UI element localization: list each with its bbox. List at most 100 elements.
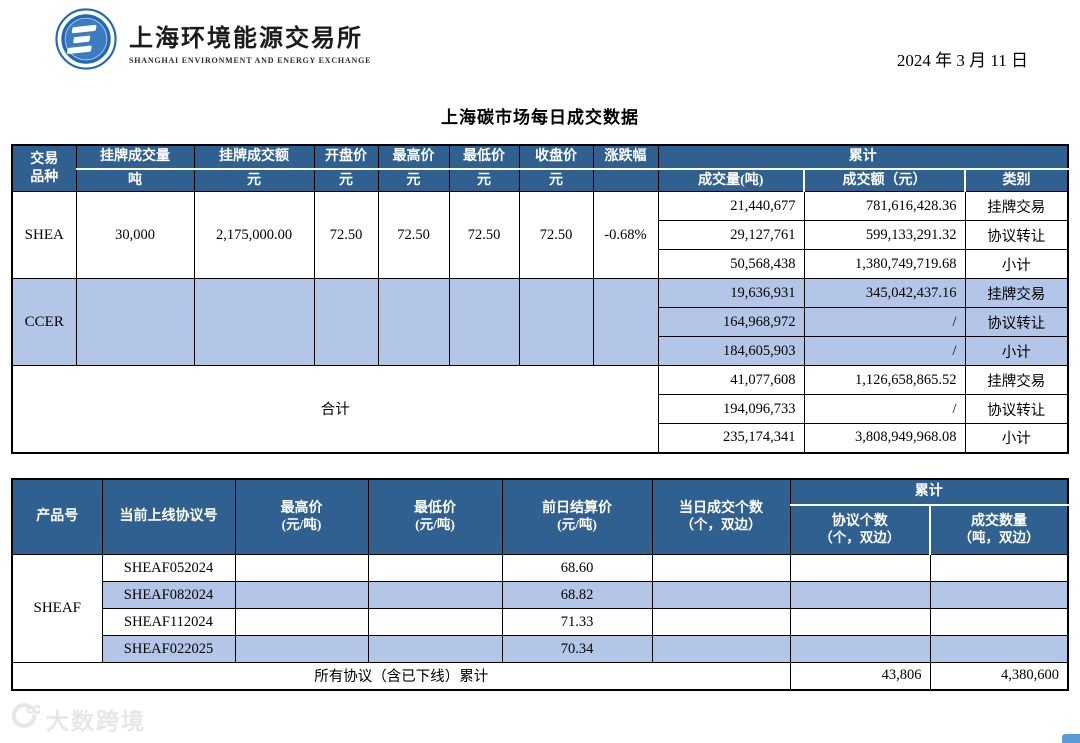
col-header-cumulative: 累计 (657, 144, 1069, 170)
col-header-cum-volume: 成交量(吨) (657, 167, 805, 192)
agreement-daily-count (651, 581, 791, 609)
exchange-logo-icon (55, 8, 117, 75)
table-row-agreement-3: SHEAF112024 71.33 (12, 608, 1069, 636)
ccer-cum-volume: 164,968,972 (657, 307, 805, 337)
table-row-agreement-1: SHEAF SHEAF052024 68.60 (11, 554, 1069, 663)
table-row-total-1: 合计 41,077,608 1,126,658,865.52 挂牌交易 (11, 365, 1069, 453)
col-header-cum-quantity: 成交数量 （吨，双边） (929, 503, 1069, 555)
table-row-ccer-2: 164,968,972 / 协议转让 (12, 307, 1069, 337)
ccer-cum-amount: / (803, 336, 966, 366)
shea-listed-amount: 2,175,000.00 (193, 191, 315, 279)
shea-cum-amount: 599,133,291.32 (803, 220, 966, 250)
agreement-id: SHEAF022025 (101, 635, 236, 663)
unit-open: 元 (313, 167, 379, 192)
brand-text: 上海环境能源交易所 SHANGHAI ENVIRONMENT AND ENERG… (129, 18, 371, 65)
col-header-cum-amount: 成交额（元） (803, 167, 966, 192)
report-date: 2024 年 3 月 11 日 (896, 51, 1028, 70)
unit-listed-volume: 吨 (75, 167, 195, 192)
col-header-cum-agreements-line1: 协议个数 (831, 513, 888, 529)
agreement-low (367, 581, 503, 609)
shea-listed-volume: 30,000 (75, 191, 195, 279)
all-agreements-cum-label: 所有协议（含已下线）累计 (11, 662, 791, 690)
agreement-prev-settle: 68.82 (501, 581, 653, 609)
watermark: 大数跨境 (10, 701, 146, 737)
agreement-daily-count (651, 608, 791, 636)
col-header-prev-settle: 前日结算价 (元/吨) (501, 478, 653, 555)
agreement-low (367, 635, 503, 663)
total-cum-volume: 41,077,608 (657, 365, 805, 395)
table-row-ccer-1: CCER 19,636,931 345,042,437.16 挂牌交易 (11, 278, 1069, 366)
agreement-prev-settle: 70.34 (501, 635, 653, 663)
col-header-low-line1: 最低价 (414, 500, 456, 516)
org-name-en: SHANGHAI ENVIRONMENT AND ENERGY EXCHANGE (129, 56, 372, 65)
table-row-shea-1: SHEA 30,000 2,175,000.00 72.50 72.50 72.… (11, 191, 1069, 279)
col-header-cum-agreements-unit: （个，双边） (819, 530, 901, 546)
agreement-cum-qty (929, 581, 1069, 609)
agreement-low (367, 608, 503, 636)
agreement-cum-count (789, 635, 931, 663)
table-row-ccer-3: 184,605,903 / 小计 (12, 336, 1069, 366)
shea-cum-amount: 781,616,428.36 (803, 191, 966, 221)
col-header-daily-count-line1: 当日成交个数 (679, 500, 763, 516)
ccer-category: 协议转让 (964, 307, 1069, 337)
col-header-high-unit: (元/吨) (281, 517, 322, 533)
ccer-cum-volume: 184,605,903 (657, 336, 805, 366)
col-header-high: 最高价 (元/吨) (234, 478, 369, 555)
table-header-row: 交易 品种 挂牌成交量 挂牌成交额 开盘价 最高价 最低价 收盘价 涨跌幅 累计 (11, 144, 1069, 192)
table-row-total-3: 235,174,341 3,808,949,968.08 小计 (12, 423, 1069, 453)
col-header-high: 最高价 (377, 144, 450, 169)
col-header-change: 涨跌幅 (592, 144, 659, 169)
ccer-low (448, 278, 520, 366)
agreement-high (234, 608, 369, 636)
total-category: 挂牌交易 (964, 365, 1069, 395)
table-row-shea-3: 50,568,438 1,380,749,719.68 小计 (12, 249, 1069, 279)
agreement-id: SHEAF052024 (101, 554, 236, 582)
ccer-listed-volume (75, 278, 195, 366)
agreement-high (234, 581, 369, 609)
col-header-product-line1: 交易 (30, 152, 59, 167)
table-row-agreement-2: SHEAF082024 68.82 (12, 581, 1069, 609)
shea-cum-volume: 29,127,761 (657, 220, 805, 250)
col-header-product-no: 产品号 (11, 478, 103, 555)
unit-high: 元 (377, 167, 450, 192)
col-header-cumulative: 累计 (789, 478, 1069, 506)
table-row-agreement-4: SHEAF022025 70.34 (12, 635, 1069, 663)
col-header-low: 最低价 (元/吨) (367, 478, 503, 555)
col-header-agreement-no: 当前上线协议号 (101, 478, 236, 555)
ccer-change (592, 278, 659, 366)
col-header-high-line1: 最高价 (280, 500, 323, 516)
col-header-cum-quantity-line1: 成交数量 (971, 513, 1027, 529)
col-header-open: 开盘价 (313, 144, 379, 169)
col-header-low-unit: (元/吨) (415, 517, 455, 533)
page-title: 上海碳市场每日成交数据 (441, 108, 639, 127)
unit-listed-amount: 元 (193, 167, 315, 192)
ccer-cum-amount: / (803, 307, 966, 337)
col-header-listed-amount: 挂牌成交额 (193, 144, 315, 169)
unit-low: 元 (448, 167, 520, 192)
page-header: 上海环境能源交易所 SHANGHAI ENVIRONMENT AND ENERG… (0, 0, 1080, 75)
ccer-cum-amount: 345,042,437.16 (803, 278, 966, 308)
watermark-text: 大数跨境 (46, 708, 146, 734)
ccer-close (518, 278, 594, 366)
agreement-cum-qty (929, 554, 1069, 582)
col-header-cum-quantity-unit: （吨，双边） (958, 530, 1040, 546)
brand: 上海环境能源交易所 SHANGHAI ENVIRONMENT AND ENERG… (55, 8, 371, 75)
shea-cum-amount: 1,380,749,719.68 (803, 249, 966, 279)
table-header-unit-row: 吨 元 元 元 元 元 成交量(吨) 成交额（元） 类别 (12, 167, 1069, 192)
agreement-low (367, 554, 503, 582)
table-row-total-2: 194,096,733 / 协议转让 (12, 394, 1069, 424)
all-agreements-cum-count: 43,806 (789, 662, 931, 690)
agreement-high (234, 635, 369, 663)
table-row-shea-2: 29,127,761 599,133,291.32 协议转让 (12, 220, 1069, 250)
col-header-prev-settle-line1: 前日结算价 (542, 500, 612, 516)
ccer-listed-amount (193, 278, 315, 366)
agreement-cum-count (789, 581, 931, 609)
all-agreements-cum-qty: 4,380,600 (929, 662, 1069, 690)
agreement-high (234, 554, 369, 582)
shea-category: 协议转让 (964, 220, 1069, 250)
col-header-prev-settle-unit: (元/吨) (557, 517, 597, 533)
agreement-daily-count (651, 635, 791, 663)
shea-low: 72.50 (448, 191, 520, 279)
agreement-cum-count (789, 608, 931, 636)
